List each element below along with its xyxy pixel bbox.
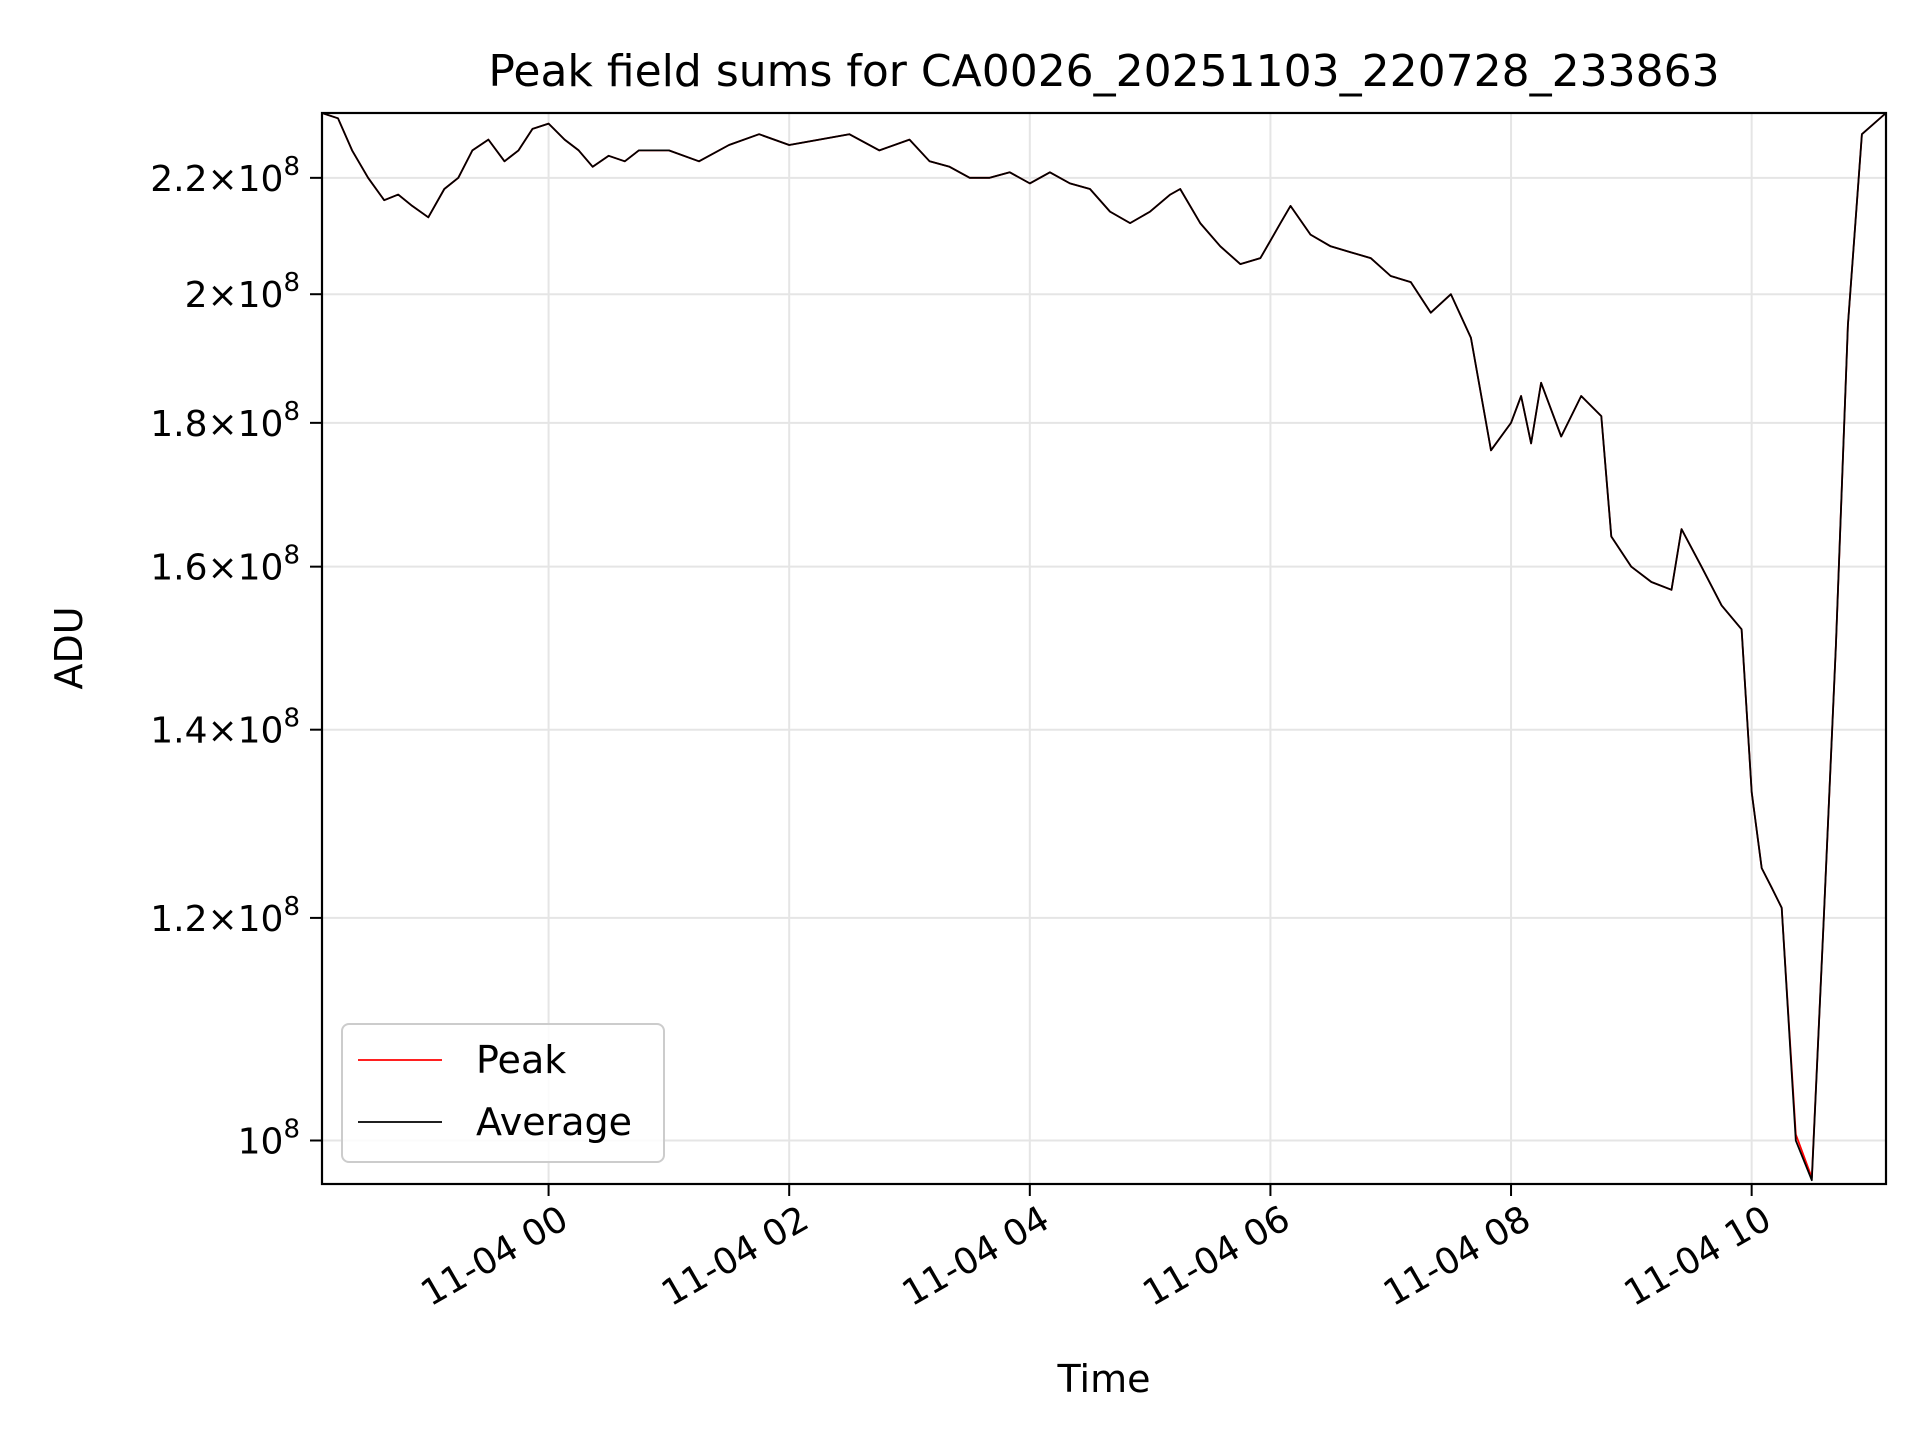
y-tick-label: 2×108 — [185, 268, 300, 316]
x-axis-label: Time — [1057, 1357, 1151, 1401]
legend-label-average: Average — [476, 1100, 632, 1144]
legend-box — [341, 1023, 665, 1163]
y-tick-label: 2.2×108 — [150, 152, 300, 200]
y-tick-label: 1.2×108 — [150, 892, 300, 940]
y-tick-label: 1.6×108 — [150, 541, 300, 589]
y-axis-label: ADU — [47, 606, 91, 689]
y-tick-label: 108 — [238, 1115, 300, 1163]
y-tick-label: 1.8×108 — [150, 397, 300, 445]
y-tick-label: 1.4×108 — [150, 704, 300, 752]
series-line-average — [321, 112, 1887, 1182]
chart-title: Peak field sums for CA0026_20251103_2207… — [488, 46, 1719, 97]
series-layer — [321, 112, 1887, 1182]
grid-layer — [322, 113, 1886, 1184]
legend-label-peak: Peak — [476, 1038, 566, 1082]
y-axis-ticks: 108 1.2×108 1.4×108 1.6×108 1.8×108 2×108 2.2×… — [150, 152, 322, 1163]
legend: Peak Average — [341, 1023, 665, 1163]
plot-area-frame — [320, 111, 1888, 1186]
